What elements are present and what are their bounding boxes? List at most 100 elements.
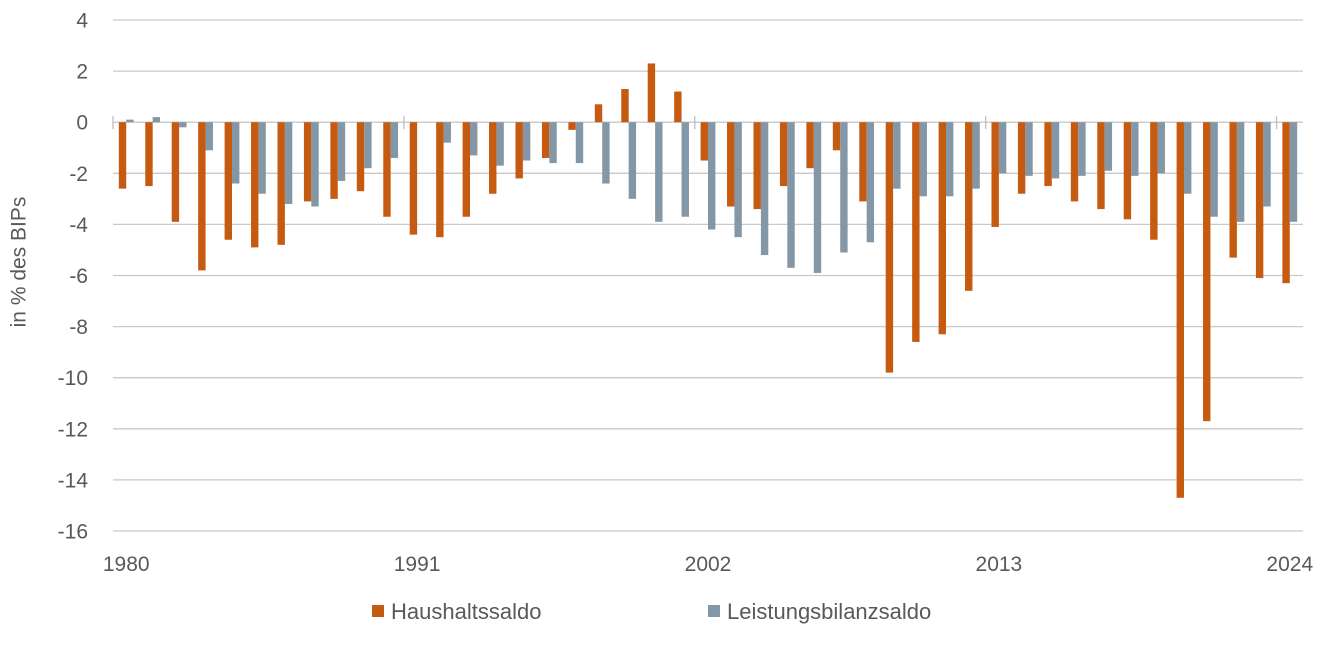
bar-leistungsbilanzsaldo: [311, 122, 319, 207]
bar-leistungsbilanzsaldo: [1131, 122, 1139, 176]
bar-leistungsbilanzsaldo: [1157, 122, 1165, 174]
legend-swatch-haushaltssaldo: [372, 605, 384, 617]
bar-leistungsbilanzsaldo: [787, 122, 795, 268]
bar-leistungsbilanzsaldo: [1051, 122, 1060, 179]
bar-leistungsbilanzsaldo: [628, 122, 637, 199]
bar-haushaltssaldo: [1282, 122, 1290, 284]
bar-leistungsbilanzsaldo: [232, 122, 240, 184]
bar-haushaltssaldo: [832, 122, 841, 151]
bar-haushaltssaldo: [145, 122, 153, 187]
bar-leistungsbilanzsaldo: [681, 122, 689, 217]
y-tick-label: -6: [69, 265, 88, 288]
bar-haushaltssaldo: [409, 122, 418, 235]
bar-haushaltssaldo: [1203, 122, 1211, 422]
bar-haushaltssaldo: [1150, 122, 1158, 240]
y-tick-label: -8: [69, 316, 88, 339]
bar-leistungsbilanzsaldo: [549, 122, 557, 164]
bar-haushaltssaldo: [462, 122, 470, 217]
bar-leistungsbilanzsaldo: [1078, 122, 1086, 176]
bar-haushaltssaldo: [753, 122, 761, 210]
bar-haushaltssaldo: [991, 122, 999, 227]
bar-haushaltssaldo: [1070, 122, 1079, 202]
bar-haushaltssaldo: [885, 122, 894, 373]
bar-haushaltssaldo: [568, 122, 576, 130]
bar-haushaltssaldo: [330, 122, 338, 199]
y-tick-label: -10: [58, 367, 88, 390]
bar-haushaltssaldo: [198, 122, 206, 271]
y-tick-label: 2: [76, 61, 88, 84]
bar-haushaltssaldo: [965, 122, 973, 291]
y-tick-label: 0: [76, 112, 88, 135]
bar-haushaltssaldo: [727, 122, 735, 207]
bar-leistungsbilanzsaldo: [998, 122, 1007, 174]
bar-haushaltssaldo: [594, 104, 603, 123]
legend: Haushaltssaldo Leistungsbilanzsaldo: [372, 599, 931, 624]
bars: [118, 63, 1298, 498]
y-axis-tick-labels: 4 2 0 -2 -4 -6 -8 -10 -12 -14 -16: [58, 10, 89, 544]
bar-leistungsbilanzsaldo: [470, 122, 478, 156]
bar-leistungsbilanzsaldo: [813, 122, 822, 273]
bar-haushaltssaldo: [541, 122, 550, 158]
bar-leistungsbilanzsaldo: [284, 122, 293, 204]
x-tick-label: 2013: [976, 553, 1023, 576]
bar-haushaltssaldo: [938, 122, 946, 335]
legend-label-haushaltssaldo: Haushaltssaldo: [391, 599, 541, 624]
bar-haushaltssaldo: [1044, 122, 1052, 187]
y-tick-label: -2: [69, 163, 88, 186]
bar-leistungsbilanzsaldo: [602, 122, 610, 184]
x-tick-label: 2024: [1266, 553, 1313, 576]
bar-leistungsbilanzsaldo: [390, 122, 399, 158]
y-tick-label: -4: [69, 214, 88, 237]
bar-leistungsbilanzsaldo: [364, 122, 372, 169]
bar-leistungsbilanzsaldo: [866, 122, 875, 243]
bar-haushaltssaldo: [621, 88, 629, 123]
bar-leistungsbilanzsaldo: [1025, 122, 1033, 176]
bar-leistungsbilanzsaldo: [919, 122, 927, 197]
bar-haushaltssaldo: [1123, 122, 1132, 220]
bar-leistungsbilanzsaldo: [734, 122, 742, 238]
bar-leistungsbilanzsaldo: [1184, 122, 1192, 194]
bar-leistungsbilanzsaldo: [893, 122, 901, 189]
bar-haushaltssaldo: [489, 122, 497, 194]
bar-leistungsbilanzsaldo: [946, 122, 954, 197]
bar-haushaltssaldo: [118, 122, 127, 189]
gridlines: [113, 19, 1303, 532]
bar-leistungsbilanzsaldo: [496, 122, 504, 166]
bar-haushaltssaldo: [224, 122, 232, 240]
y-tick-label: 4: [76, 10, 88, 33]
bar-haushaltssaldo: [647, 63, 656, 123]
y-tick-label: -12: [58, 418, 88, 441]
bar-haushaltssaldo: [515, 122, 523, 179]
bar-leistungsbilanzsaldo: [1104, 122, 1113, 171]
bar-leistungsbilanzsaldo: [522, 122, 531, 161]
bar-leistungsbilanzsaldo: [443, 122, 451, 143]
bar-haushaltssaldo: [303, 122, 312, 202]
x-axis: [112, 116, 1278, 130]
y-tick-label: -14: [58, 469, 89, 492]
bar-leistungsbilanzsaldo: [575, 122, 584, 164]
bar-haushaltssaldo: [1017, 122, 1026, 194]
legend-label-leistungsbilanzsaldo: Leistungsbilanzsaldo: [727, 599, 931, 624]
bar-leistungsbilanzsaldo: [1210, 122, 1218, 217]
bar-leistungsbilanzsaldo: [337, 122, 346, 181]
bar-leistungsbilanzsaldo: [655, 122, 663, 222]
y-axis-title: in % des BIPs: [8, 197, 31, 328]
bar-haushaltssaldo: [277, 122, 285, 245]
x-axis-tick-labels: 1980 1991 2002 2013 2024: [103, 553, 1314, 576]
bar-leistungsbilanzsaldo: [152, 117, 161, 123]
bar-leistungsbilanzsaldo: [1263, 122, 1271, 207]
bar-leistungsbilanzsaldo: [840, 122, 848, 253]
bar-haushaltssaldo: [1097, 122, 1105, 210]
bar-leistungsbilanzsaldo: [126, 119, 134, 123]
bar-haushaltssaldo: [1229, 122, 1237, 258]
bar-haushaltssaldo: [436, 122, 444, 238]
x-tick-label: 1980: [103, 553, 150, 576]
bar-leistungsbilanzsaldo: [760, 122, 769, 256]
bar-haushaltssaldo: [356, 122, 365, 192]
bar-haushaltssaldo: [1176, 122, 1184, 498]
bar-haushaltssaldo: [700, 122, 708, 161]
bar-haushaltssaldo: [859, 122, 867, 202]
y-tick-label: -16: [58, 521, 88, 544]
bar-leistungsbilanzsaldo: [1289, 122, 1298, 222]
